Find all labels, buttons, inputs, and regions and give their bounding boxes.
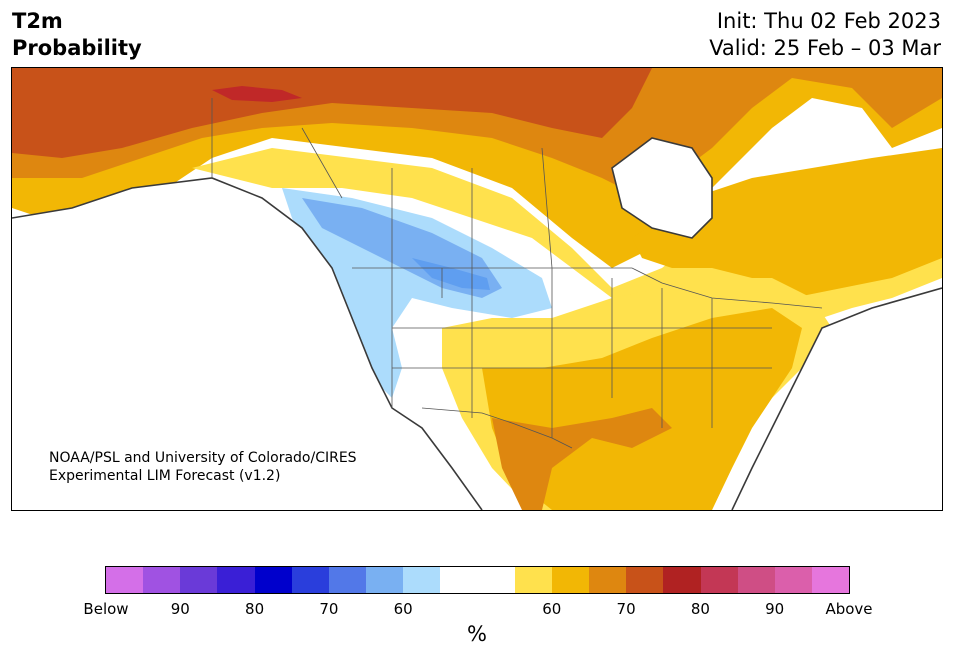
colorbar-segment-0 xyxy=(106,567,144,593)
colorbar-segment-16 xyxy=(700,567,738,593)
map-panel xyxy=(11,67,943,511)
init-date: Init: Thu 02 Feb 2023 xyxy=(716,9,941,33)
colorbar-tick-label: 80 xyxy=(245,600,265,618)
colorbar-segment-2 xyxy=(180,567,218,593)
band-canada-70 xyxy=(632,148,942,298)
colorbar-tick-label: 60 xyxy=(393,600,413,618)
state-line-1 xyxy=(391,268,772,438)
valid-range: Valid: 25 Feb – 03 Mar xyxy=(709,36,941,60)
colorbar-tick-label: 70 xyxy=(616,600,636,618)
probability-map xyxy=(12,68,942,510)
hudson-bay xyxy=(612,138,712,238)
colorbar-segment-1 xyxy=(143,567,181,593)
title-type: Probability xyxy=(12,36,142,60)
colorbar-segment-3 xyxy=(217,567,255,593)
colorbar-tick-label: 90 xyxy=(170,600,190,618)
colorbar-segment-19 xyxy=(811,567,850,593)
colorbar-segment-8 xyxy=(403,567,441,593)
colorbar-tick-label: 70 xyxy=(319,600,339,618)
hudson-coast xyxy=(611,137,713,239)
credit-line-1: NOAA/PSL and University of Colorado/CIRE… xyxy=(49,450,357,466)
pacific-ocean xyxy=(12,178,482,510)
colorbar-segment-6 xyxy=(328,567,367,593)
coastline-east xyxy=(731,287,942,510)
credit-line-2: Experimental LIM Forecast (v1.2) xyxy=(49,468,281,484)
band-nw-below-80 xyxy=(412,258,490,290)
colorbar-segment-14 xyxy=(626,567,664,593)
colorbar-tick-label: 60 xyxy=(542,600,562,618)
colorbar-tick-label: Below xyxy=(83,600,129,618)
us-mexico-border xyxy=(421,407,573,449)
colorbar-segment-13 xyxy=(589,567,627,593)
colorbar-segment-11 xyxy=(514,567,552,593)
colorbar-tick-label: 80 xyxy=(690,600,710,618)
colorbar-segment-4 xyxy=(254,567,292,593)
us-canada-border xyxy=(352,267,823,309)
colorbar-tick-label: 90 xyxy=(765,600,785,618)
colorbar-segment-9 xyxy=(440,567,478,593)
atlantic-ocean xyxy=(732,288,942,510)
colorbar-segment-18 xyxy=(774,567,812,593)
credit-text: NOAA/PSL and University of Colorado/CIRE… xyxy=(49,449,357,485)
coastline-west xyxy=(12,177,483,510)
band-arctic-max xyxy=(212,86,302,102)
colorbar-segment-15 xyxy=(663,567,701,593)
colorbar-segment-7 xyxy=(366,567,404,593)
province-lines xyxy=(211,98,553,269)
band-arctic-90 xyxy=(12,68,652,158)
colorbar-unit: % xyxy=(467,622,487,646)
title-variable: T2m xyxy=(12,9,63,33)
colorbar-segment-5 xyxy=(291,567,329,593)
band-us-80 xyxy=(492,408,672,510)
colorbar-segment-12 xyxy=(551,567,590,593)
map-title: T2m Probability xyxy=(12,8,142,62)
colorbar-segment-17 xyxy=(737,567,775,593)
colorbar xyxy=(105,566,850,594)
colorbar-tick-label: Above xyxy=(825,600,873,618)
forecast-dates: Init: Thu 02 Feb 2023 Valid: 25 Feb – 03… xyxy=(709,8,941,62)
colorbar-segment-10 xyxy=(477,567,515,593)
